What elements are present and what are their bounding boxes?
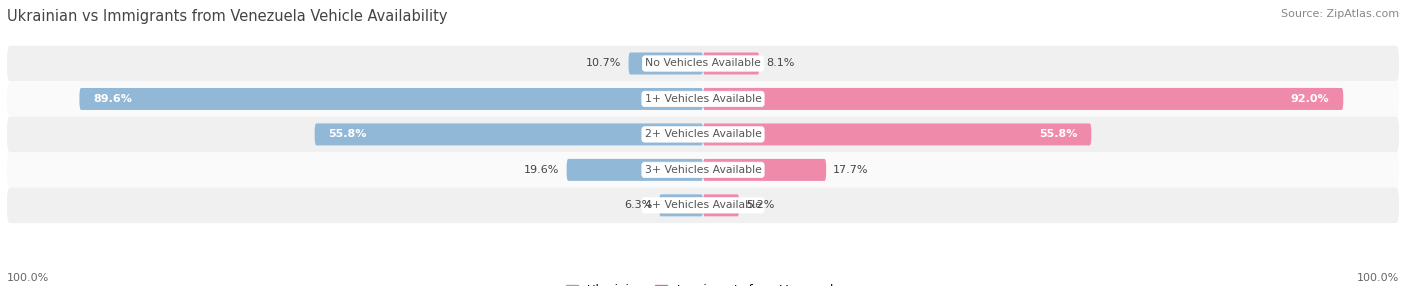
Text: 100.0%: 100.0% xyxy=(7,273,49,283)
Text: 3+ Vehicles Available: 3+ Vehicles Available xyxy=(644,165,762,175)
FancyBboxPatch shape xyxy=(7,46,1399,81)
Text: 89.6%: 89.6% xyxy=(93,94,132,104)
FancyBboxPatch shape xyxy=(7,81,1399,117)
FancyBboxPatch shape xyxy=(315,124,703,145)
Text: 55.8%: 55.8% xyxy=(329,130,367,139)
FancyBboxPatch shape xyxy=(659,194,703,216)
Text: 2+ Vehicles Available: 2+ Vehicles Available xyxy=(644,130,762,139)
FancyBboxPatch shape xyxy=(703,124,1091,145)
FancyBboxPatch shape xyxy=(79,88,703,110)
Text: 8.1%: 8.1% xyxy=(766,59,794,68)
FancyBboxPatch shape xyxy=(628,53,703,74)
FancyBboxPatch shape xyxy=(7,152,1399,188)
Text: 19.6%: 19.6% xyxy=(524,165,560,175)
Text: 55.8%: 55.8% xyxy=(1039,130,1077,139)
Text: 10.7%: 10.7% xyxy=(586,59,621,68)
FancyBboxPatch shape xyxy=(703,159,827,181)
FancyBboxPatch shape xyxy=(703,53,759,74)
Text: 92.0%: 92.0% xyxy=(1291,94,1330,104)
Text: 4+ Vehicles Available: 4+ Vehicles Available xyxy=(644,200,762,210)
FancyBboxPatch shape xyxy=(567,159,703,181)
Text: 1+ Vehicles Available: 1+ Vehicles Available xyxy=(644,94,762,104)
Text: Source: ZipAtlas.com: Source: ZipAtlas.com xyxy=(1281,9,1399,19)
Text: 6.3%: 6.3% xyxy=(624,200,652,210)
Legend: Ukrainian, Immigrants from Venezuela: Ukrainian, Immigrants from Venezuela xyxy=(565,284,841,286)
Text: 17.7%: 17.7% xyxy=(834,165,869,175)
Text: 100.0%: 100.0% xyxy=(1357,273,1399,283)
Text: Ukrainian vs Immigrants from Venezuela Vehicle Availability: Ukrainian vs Immigrants from Venezuela V… xyxy=(7,9,447,23)
Text: 5.2%: 5.2% xyxy=(747,200,775,210)
FancyBboxPatch shape xyxy=(7,117,1399,152)
FancyBboxPatch shape xyxy=(7,188,1399,223)
FancyBboxPatch shape xyxy=(703,194,740,216)
FancyBboxPatch shape xyxy=(703,88,1343,110)
Text: No Vehicles Available: No Vehicles Available xyxy=(645,59,761,68)
